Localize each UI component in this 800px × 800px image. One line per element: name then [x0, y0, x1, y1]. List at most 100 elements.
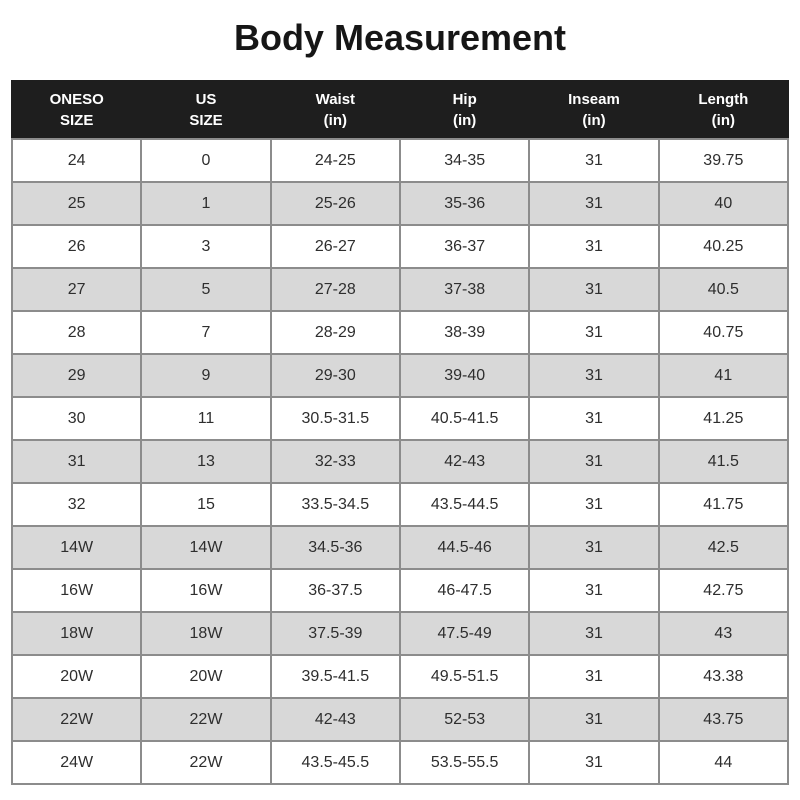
header-label-line: SIZE [189, 112, 223, 129]
body-measurement-table: ONESO SIZE US SIZE Waist (in) Hip (in) Inseam (in… [10, 80, 790, 785]
table-header: ONESO SIZE US SIZE Waist (in) Hip (in) Inseam (in… [10, 80, 790, 140]
table-cell: 31 [528, 482, 660, 527]
table-row: 30 11 30.5-31.5 40.5-41.5 31 41.25 [10, 396, 790, 441]
table-cell: 43.75 [657, 697, 790, 742]
header-cell-length-in: Length (in) [657, 80, 790, 140]
table-cell: 40.5 [657, 267, 790, 312]
table-row: 18W 18W 37.5-39 47.5-49 31 43 [10, 611, 790, 656]
table-cell: 31 [528, 740, 660, 785]
table-cell: 24 [10, 138, 143, 183]
table-row: 24 0 24-25 34-35 31 39.75 [10, 138, 790, 183]
table-cell: 7 [140, 310, 272, 355]
table-cell: 14W [140, 525, 272, 570]
table-cell: 37-38 [398, 267, 531, 312]
table-cell: 34.5-36 [269, 525, 401, 570]
table-cell: 40.5-41.5 [398, 396, 531, 441]
table-cell: 49.5-51.5 [398, 654, 531, 699]
table-row: 29 9 29-30 39-40 31 41 [10, 353, 790, 398]
table-cell: 22W [140, 740, 272, 785]
header-label-line: Inseam [568, 91, 620, 108]
table-cell: 30 [10, 396, 143, 441]
table-cell: 43.38 [657, 654, 790, 699]
table-cell: 31 [10, 439, 143, 484]
header-cell-us-size: US SIZE [140, 80, 272, 140]
table-cell: 46-47.5 [398, 568, 531, 613]
table-cell: 16W [140, 568, 272, 613]
table-cell: 42-43 [398, 439, 531, 484]
table-cell: 39.5-41.5 [269, 654, 401, 699]
table-cell: 9 [140, 353, 272, 398]
table-cell: 41.25 [657, 396, 790, 441]
table-cell: 42.75 [657, 568, 790, 613]
table-cell: 27 [10, 267, 143, 312]
table-cell: 43 [657, 611, 790, 656]
table-cell: 31 [528, 697, 660, 742]
table-cell: 31 [528, 525, 660, 570]
table-cell: 30.5-31.5 [269, 396, 401, 441]
table-cell: 38-39 [398, 310, 531, 355]
table-row: 27 5 27-28 37-38 31 40.5 [10, 267, 790, 312]
table-cell: 32 [10, 482, 143, 527]
table-cell: 20W [10, 654, 143, 699]
table-cell: 44 [657, 740, 790, 785]
header-label-line: US [195, 91, 217, 108]
table-cell: 31 [528, 224, 660, 269]
table-row: 14W 14W 34.5-36 44.5-46 31 42.5 [10, 525, 790, 570]
table-cell: 16W [10, 568, 143, 613]
table-cell: 31 [528, 310, 660, 355]
header-label-line: Hip [452, 91, 477, 108]
table-cell: 22W [10, 697, 143, 742]
table-cell: 28-29 [269, 310, 401, 355]
header-label-line: Length [698, 91, 749, 108]
table-cell: 18W [140, 611, 272, 656]
table-cell: 44.5-46 [398, 525, 531, 570]
table-cell: 27-28 [269, 267, 401, 312]
table-cell: 1 [140, 181, 272, 226]
table-cell: 32-33 [269, 439, 401, 484]
table-cell: 22W [140, 697, 272, 742]
table-cell: 33.5-34.5 [269, 482, 401, 527]
table-cell: 24-25 [269, 138, 401, 183]
table-cell: 42-43 [269, 697, 401, 742]
table-row: 28 7 28-29 38-39 31 40.75 [10, 310, 790, 355]
header-cell-hip-in: Hip (in) [398, 80, 531, 140]
table-row: 24W 22W 43.5-45.5 53.5-55.5 31 44 [10, 740, 790, 785]
table-cell: 39.75 [657, 138, 790, 183]
table-cell: 29-30 [269, 353, 401, 398]
page-title: Body Measurement [233, 17, 567, 58]
table-cell: 13 [140, 439, 272, 484]
header-label-line: (in) [711, 112, 735, 129]
table-cell: 18W [10, 611, 143, 656]
table-cell: 31 [528, 353, 660, 398]
table-cell: 25-26 [269, 181, 401, 226]
table-cell: 39-40 [398, 353, 531, 398]
table-cell: 40.25 [657, 224, 790, 269]
table-row: 16W 16W 36-37.5 46-47.5 31 42.75 [10, 568, 790, 613]
header-label-line: (in) [323, 112, 347, 129]
table-row: 26 3 26-27 36-37 31 40.25 [10, 224, 790, 269]
table-cell: 43.5-44.5 [398, 482, 531, 527]
table-cell: 26-27 [269, 224, 401, 269]
table-cell: 31 [528, 654, 660, 699]
table-row: 25 1 25-26 35-36 31 40 [10, 181, 790, 226]
header-cell-inseam-in: Inseam (in) [528, 80, 660, 140]
table-cell: 41 [657, 353, 790, 398]
header-row: ONESO SIZE US SIZE Waist (in) Hip (in) Inseam (in… [10, 80, 790, 140]
table-cell: 31 [528, 396, 660, 441]
table-cell: 41.75 [657, 482, 790, 527]
table-cell: 14W [10, 525, 143, 570]
table-cell: 31 [528, 181, 660, 226]
table-cell: 47.5-49 [398, 611, 531, 656]
header-label-line: Waist [315, 91, 356, 108]
table-cell: 25 [10, 181, 143, 226]
table-cell: 24W [10, 740, 143, 785]
header-label-line: ONESO [49, 91, 104, 108]
table-cell: 43.5-45.5 [269, 740, 401, 785]
table-cell: 26 [10, 224, 143, 269]
table-cell: 15 [140, 482, 272, 527]
table-row: 22W 22W 42-43 52-53 31 43.75 [10, 697, 790, 742]
table-cell: 31 [528, 568, 660, 613]
table-cell: 28 [10, 310, 143, 355]
table-cell: 31 [528, 439, 660, 484]
